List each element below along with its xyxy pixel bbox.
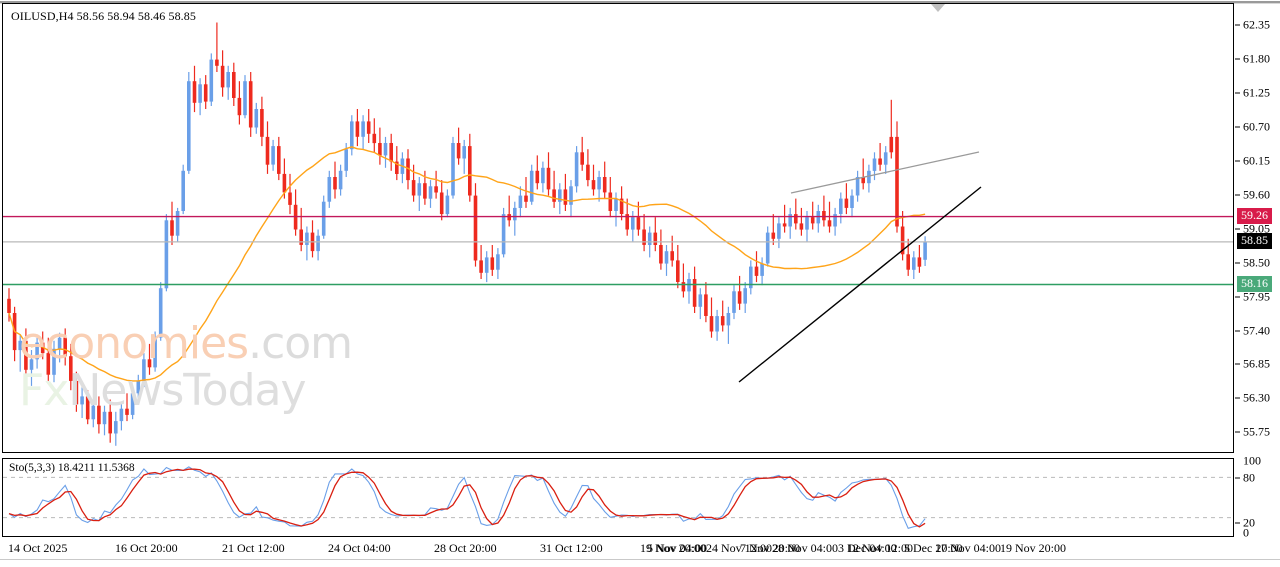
price-badge-resistance[interactable]: 59.26 — [1237, 207, 1272, 224]
stochastic-axis-border — [1233, 458, 1234, 537]
price-axis-tick — [1235, 194, 1240, 196]
stochastic-axis-label: 100 — [1243, 453, 1261, 468]
price-axis-tick — [1235, 160, 1240, 162]
stochastic-panel[interactable]: Sto(5,3,3) 18.4211 11.5368 — [2, 458, 1234, 537]
chart-title: OILUSD,H4 58.56 58.94 58.46 58.85 — [11, 9, 196, 23]
time-axis-label: 21 Oct 12:00 — [222, 541, 285, 555]
price-axis-label: 59.05 — [1243, 221, 1270, 236]
window-bevel — [0, 0, 1280, 4]
price-axis-label: 60.15 — [1243, 153, 1270, 168]
time-axis-label: 5 Dec 20:00 — [904, 541, 963, 555]
price-axis-label: 56.85 — [1243, 356, 1270, 371]
price-axis-label: 61.80 — [1243, 51, 1270, 66]
price-axis-tick — [1235, 228, 1240, 230]
price-axis-label: 56.30 — [1243, 390, 1270, 405]
bottom-divider — [0, 559, 1280, 560]
price-axis-label: 57.40 — [1243, 323, 1270, 337]
stochastic-axis-tick — [1235, 522, 1240, 524]
price-axis-tick — [1235, 126, 1240, 128]
time-axis-label: 19 Nov 20:00 — [1000, 541, 1066, 555]
price-axis-label: 58.50 — [1243, 255, 1270, 270]
price-axis-label: 61.25 — [1243, 85, 1270, 100]
time-axis-label: 16 Oct 20:00 — [115, 541, 178, 555]
stochastic-axis-label: 20 — [1243, 515, 1255, 530]
stochastic-plot — [3, 466, 1233, 529]
time-axis-label: 24 Nov 12:00 — [706, 541, 772, 555]
price-axis-tick — [1235, 24, 1240, 26]
time-axis-label: 12 Nov 12:00 — [847, 541, 913, 555]
price-plot — [3, 22, 1233, 446]
price-badge-current-price[interactable]: 58.85 — [1237, 232, 1272, 249]
price-axis-label: 55.75 — [1243, 424, 1270, 439]
time-axis-label: 17 Nov 04:00 — [935, 541, 1001, 555]
chart-position-marker-icon — [931, 4, 945, 12]
time-axis-label: 7 Nov 20:00 — [740, 541, 800, 555]
price-axis-label: 57.95 — [1243, 289, 1270, 304]
time-axis-label: 28 Oct 20:00 — [434, 541, 497, 555]
stochastic-axis-tick — [1235, 477, 1240, 479]
stochastic-label: Sto(5,3,3) 18.4211 11.5368 — [9, 462, 135, 474]
stochastic-axis-label: 0 — [1243, 525, 1249, 540]
time-axis-label: 5 Nov 04:00 — [647, 541, 707, 555]
price-axis-tick — [1235, 92, 1240, 94]
price-axis-label: 59.60 — [1243, 187, 1270, 202]
price-badge-support[interactable]: 58.16 — [1237, 275, 1272, 292]
time-axis-label: 3 Dec 04:00 — [838, 541, 897, 555]
price-axis[interactable]: 62.35 61.80 61.25 60.70 60.15 59.60 59.05 58.50… — [1234, 0, 1280, 567]
price-axis-tick — [1235, 262, 1240, 264]
price-axis-tick — [1235, 296, 1240, 298]
price-axis-label: 60.70 — [1243, 119, 1270, 134]
time-axis-label: 14 Oct 2025 — [8, 541, 68, 555]
price-chart-panel[interactable]: OILUSD,H4 58.56 58.94 58.46 58.85 econom… — [2, 3, 1234, 453]
price-axis-tick — [1235, 431, 1240, 433]
price-axis-tick — [1235, 330, 1240, 331]
time-axis[interactable]: 14 Oct 2025 16 Oct 20:00 21 Oct 12:00 24 Oc… — [0, 537, 1234, 567]
time-axis-label: 24 Oct 04:00 — [328, 541, 391, 555]
price-axis-label: 62.35 — [1243, 17, 1270, 32]
price-axis-border — [1233, 3, 1234, 453]
price-axis-tick — [1235, 363, 1240, 365]
time-axis-label: 19 Nov 20:00 — [640, 541, 706, 555]
price-axis-tick — [1235, 397, 1240, 399]
time-axis-label: 28 Nov 04:00 — [772, 541, 838, 555]
price-axis-tick — [1235, 58, 1240, 60]
stochastic-axis-label: 80 — [1243, 470, 1255, 485]
time-axis-label: 31 Oct 12:00 — [540, 541, 603, 555]
